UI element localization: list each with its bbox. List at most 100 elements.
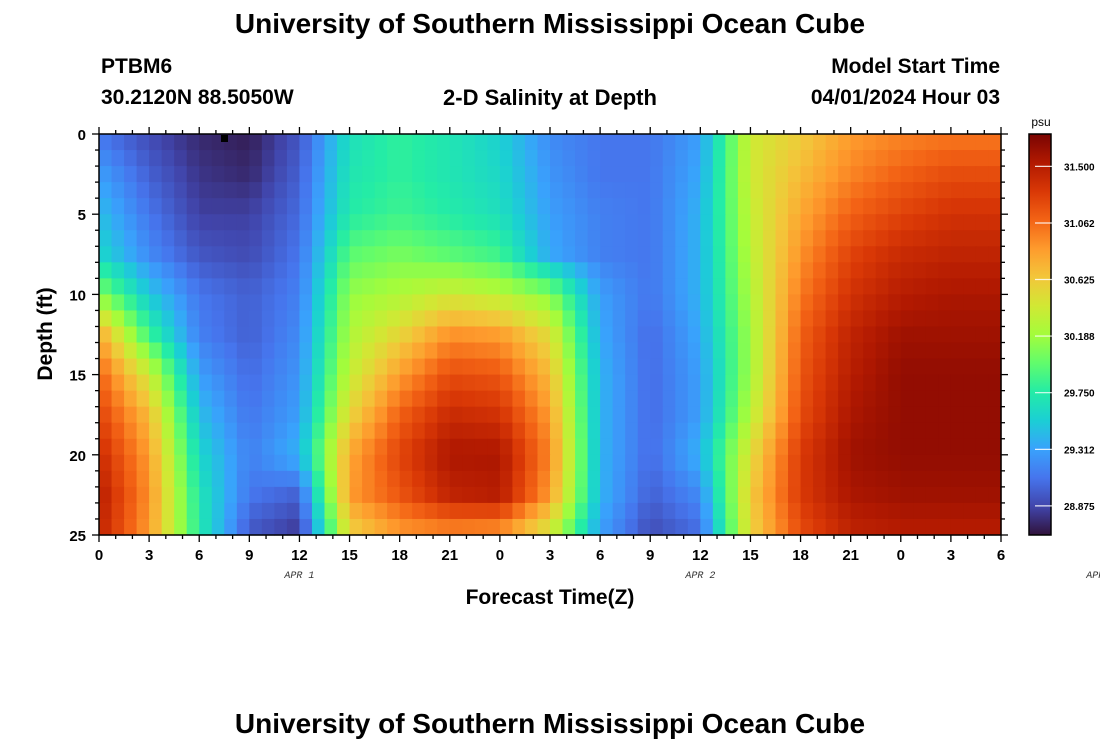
heatmap-cell [299,150,313,167]
heatmap-cell [825,390,839,408]
heatmap-cell [286,182,301,199]
heatmap-cell [625,454,639,472]
heatmap-cell [562,294,576,312]
heatmap-cell [161,182,175,199]
heatmap-cell [600,486,614,504]
heatmap-cell [199,230,213,247]
heatmap-cell [575,518,589,536]
heatmap-cell [988,342,1002,360]
heatmap-cell [725,358,739,376]
heatmap-cell [900,390,914,408]
heatmap-cell [374,246,388,263]
heatmap-cell [625,390,639,408]
heatmap-cell [800,486,814,504]
heatmap-cell [149,390,163,408]
heatmap-cell [111,502,125,520]
heatmap-cell [274,374,288,392]
heatmap-cell [449,310,463,328]
heatmap-cell [550,230,564,247]
heatmap-cell [111,150,125,167]
heatmap-cell [725,454,739,472]
heatmap-cell [487,246,501,263]
heatmap-cell [963,518,977,536]
heatmap-cell [850,502,864,520]
heatmap-cell [111,518,125,536]
heatmap-cell [712,438,726,456]
heatmap-cell [575,294,589,312]
heatmap-cell [149,278,163,295]
heatmap-cell [800,438,814,456]
heatmap-cell [800,278,814,295]
heatmap-cell [700,182,714,199]
heatmap-cell [863,422,877,440]
heatmap-cell [650,390,664,408]
heatmap-cell [838,262,852,279]
heatmap-cell [136,486,150,504]
heatmap-cell [825,150,839,167]
heatmap-cell [625,374,639,392]
heatmap-cell [186,166,200,183]
heatmap-cell [349,422,363,440]
heatmap-cell [499,422,514,440]
heatmap-cell [575,438,589,456]
heatmap-cell [236,182,250,199]
heatmap-cell [311,454,326,472]
heatmap-cell [800,262,814,279]
heatmap-cell [161,486,175,504]
heatmap-cell [725,278,739,295]
heatmap-cell [875,358,889,376]
heatmap-cell [499,518,514,536]
heatmap-cell [687,486,701,504]
heatmap-cell [437,326,451,344]
heatmap-cell [863,166,877,183]
heatmap-cell [161,246,175,263]
heatmap-cell [762,326,777,344]
heatmap-cell [963,230,977,247]
heatmap-cell [687,470,701,488]
heatmap-cell [474,454,488,472]
heatmap-cell [449,150,463,167]
heatmap-cell [788,198,802,215]
heatmap-cell [174,182,188,199]
heatmap-cell [286,390,301,408]
heatmap-cell [950,230,965,247]
heatmap-cell [136,470,150,488]
heatmap-cell [950,342,965,360]
heatmap-cell [512,230,526,247]
heatmap-cell [524,406,539,424]
heatmap-cell [487,374,501,392]
heatmap-cell [512,470,526,488]
heatmap-cell [136,358,150,376]
heatmap-cell [762,502,777,520]
heatmap-cell [725,246,739,263]
heatmap-cell [850,470,864,488]
heatmap-cell [700,358,714,376]
heatmap-cell [286,374,301,392]
heatmap-cell [387,374,401,392]
heatmap-cell [662,310,676,328]
heatmap-cell [286,310,301,328]
heatmap-cell [286,422,301,440]
heatmap-cell [261,230,275,247]
heatmap-cell [788,294,802,312]
heatmap-cell [762,358,777,376]
heatmap-cell [124,262,138,279]
heatmap-cell [612,374,626,392]
heatmap-cell [975,246,990,263]
heatmap-cell [575,182,589,199]
heatmap-cell [875,246,889,263]
heatmap-cell [324,518,338,536]
heatmap-cell [474,438,488,456]
heatmap-cell [950,438,965,456]
heatmap-cell [850,230,864,247]
heatmap-cell [550,198,564,215]
heatmap-cell [925,278,939,295]
heatmap-cell [174,198,188,215]
heatmap-cell [762,422,777,440]
heatmap-cell [550,310,564,328]
heatmap-cell [662,246,676,263]
heatmap-cell [362,486,376,504]
heatmap-cell [825,214,839,231]
heatmap-cell [950,310,965,328]
heatmap-cell [161,406,175,424]
